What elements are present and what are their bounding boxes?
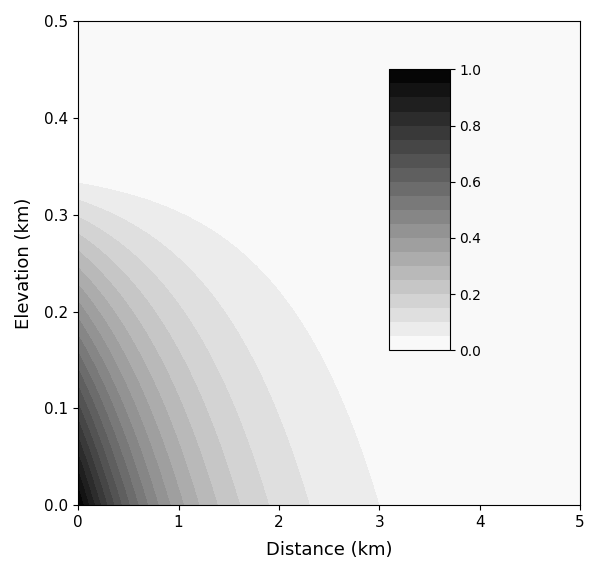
Y-axis label: Elevation (km): Elevation (km) [15,197,33,329]
X-axis label: Distance (km): Distance (km) [266,541,392,559]
